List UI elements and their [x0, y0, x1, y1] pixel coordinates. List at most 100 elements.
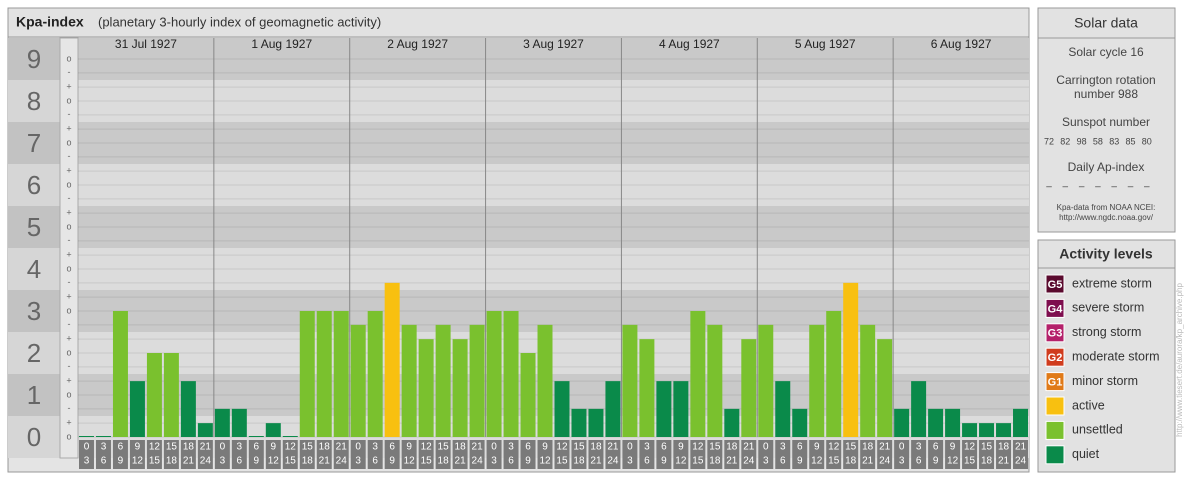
slot-cell — [367, 440, 383, 469]
legend-swatch — [1045, 445, 1065, 465]
bar — [588, 408, 604, 437]
minor-tick-label: + — [66, 166, 71, 176]
minor-tick-label: o — [66, 137, 71, 147]
sunspot-value: 85 — [1125, 136, 1135, 146]
slot-label: 6 — [780, 456, 786, 467]
slot-label: 18 — [998, 442, 1010, 453]
slot-label: 9 — [406, 442, 412, 453]
slot-cell — [418, 440, 434, 469]
minor-tick-label: o — [66, 389, 71, 399]
y-tick-label: 4 — [27, 254, 41, 284]
bar — [775, 381, 791, 437]
slot-label: 3 — [355, 456, 361, 467]
slot-label: 12 — [828, 442, 840, 453]
sunspot-value: 98 — [1077, 136, 1087, 146]
legend-swatch — [1045, 396, 1065, 416]
minor-tick-label: o — [66, 305, 71, 315]
slot-label: 6 — [916, 456, 922, 467]
slot-cell — [911, 440, 927, 469]
sunspot-value: 72 — [1044, 136, 1054, 146]
slot-label: 3 — [84, 456, 90, 467]
slot-cell — [265, 440, 281, 469]
bar — [537, 324, 553, 437]
slot-label: 9 — [389, 456, 395, 467]
y-tick-label: 9 — [27, 44, 41, 74]
band — [78, 38, 1029, 80]
bar — [690, 311, 706, 437]
bar — [418, 339, 434, 437]
slot-label: 6 — [118, 442, 124, 453]
source: Kpa-data from NOAA NCEI: — [1057, 203, 1156, 212]
minor-tick-label: - — [68, 235, 71, 245]
bar — [741, 339, 757, 437]
solar-title: Solar data — [1074, 15, 1138, 31]
bar — [180, 381, 196, 437]
slot-label: 15 — [285, 456, 297, 467]
slot-label: 0 — [763, 442, 769, 453]
bar — [79, 436, 94, 437]
slot-label: 21 — [319, 456, 331, 467]
minor-tick-label: - — [68, 319, 71, 329]
bar — [112, 311, 128, 437]
slot-label: 3 — [508, 442, 514, 453]
legend-swatch — [1045, 420, 1065, 440]
label-cell — [8, 374, 60, 416]
slot-cell — [860, 440, 876, 469]
minor-tick-label: o — [66, 347, 71, 357]
legend-badge: G2 — [1048, 352, 1063, 364]
legend-label: active — [1072, 398, 1105, 412]
slot-label: 24 — [472, 456, 484, 467]
slot-label: 21 — [200, 442, 212, 453]
band — [78, 206, 1029, 248]
slot-label: 9 — [525, 456, 531, 467]
watermark: http://www.tiesert.de/aurora/kp_archive.… — [1175, 283, 1184, 437]
minor-tick-label: o — [66, 53, 71, 63]
slot-label: 24 — [1015, 456, 1027, 467]
sunspot-value: 82 — [1060, 136, 1070, 146]
minor-tick-label: + — [66, 292, 71, 302]
ap-value: – — [1063, 182, 1069, 193]
slot-cell — [741, 440, 757, 469]
label-cell — [8, 248, 60, 290]
bar — [554, 381, 570, 437]
slot-label: 21 — [472, 442, 484, 453]
slot-label: 24 — [200, 456, 212, 467]
legend-label: unsettled — [1072, 423, 1123, 437]
slot-cell — [231, 440, 247, 469]
bar — [299, 311, 315, 437]
rotation: Carrington rotation — [1056, 73, 1155, 87]
minor-tick-label: - — [68, 151, 71, 161]
slot-label: 18 — [709, 456, 721, 467]
label-cell — [8, 80, 60, 122]
slot-label: 15 — [964, 456, 976, 467]
bar — [707, 324, 723, 437]
legend-label: strong storm — [1072, 325, 1141, 339]
legend-label: minor storm — [1072, 374, 1138, 388]
band — [78, 80, 1029, 122]
bar — [1013, 408, 1028, 437]
legend-badge: G1 — [1048, 377, 1063, 389]
slot-label: 6 — [372, 456, 378, 467]
slot-label: 24 — [336, 456, 348, 467]
legend-swatch — [1045, 298, 1065, 318]
label-cell — [8, 290, 60, 332]
label-cell — [8, 164, 60, 206]
slot-label: 21 — [607, 442, 619, 453]
slot-cell — [605, 440, 621, 469]
bar — [350, 324, 366, 437]
slot-label: 3 — [627, 456, 633, 467]
slot-label: 3 — [644, 442, 650, 453]
slot-cell — [197, 440, 213, 469]
bar — [486, 311, 502, 437]
slot-cell — [996, 440, 1012, 469]
minor-tick-label: - — [68, 361, 71, 371]
slot-label: 12 — [539, 456, 551, 467]
slot-label: 12 — [421, 442, 433, 453]
slot-label: 18 — [981, 456, 993, 467]
slot-cell — [520, 440, 536, 469]
slot-label: 6 — [933, 442, 939, 453]
slot-cell — [79, 440, 94, 469]
levels-title: Activity levels — [1059, 246, 1153, 262]
sunspot-value: 83 — [1109, 136, 1119, 146]
legend-badge: G5 — [1048, 279, 1063, 291]
